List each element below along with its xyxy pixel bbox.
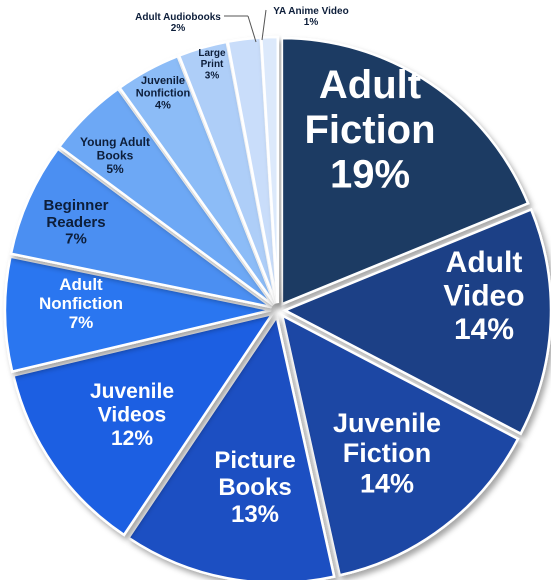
slice-name-line: Books	[97, 148, 134, 162]
slice-label-juvenile-nonfiction: Juvenile Nonfiction 4%	[136, 75, 191, 112]
slice-name-line: Beginner	[43, 197, 108, 214]
slice-name-line: Adult	[59, 275, 103, 294]
pie-slice-beginner-readers	[9, 147, 273, 309]
pie-slice-adult-fiction	[280, 36, 530, 307]
pie-slice-ya-anime-video	[259, 35, 280, 304]
slice-percent: 13%	[231, 501, 279, 528]
slice-label-adult-audiobooks: Adult Audiobooks 2%	[135, 12, 221, 34]
slice-label-juvenile-fiction: Juvenile Fiction 14%	[333, 408, 441, 498]
slices-layer	[3, 35, 551, 580]
slice-name-line: Fiction	[304, 108, 435, 152]
slice-name-line: Video	[443, 280, 524, 313]
slice-name-line: Nonfiction	[136, 87, 191, 99]
slice-label-picture-books: Picture Books 13%	[214, 447, 295, 528]
slice-label-adult-video: Adult Video 14%	[443, 246, 524, 346]
pie-slice-adult-nonfiction	[3, 255, 272, 374]
slice-name-line: Juvenile	[333, 408, 441, 438]
slice-name-line: Nonfiction	[39, 294, 123, 313]
slice-name-line: Print	[201, 59, 224, 70]
slice-name-line: Young Adult	[80, 135, 150, 149]
pie-slice-young-adult-books	[57, 87, 275, 307]
labels-layer: Adult Fiction 19%Adult Video 14%Juvenile Fict…	[39, 6, 525, 528]
slice-label-adult-fiction: Adult Fiction 19%	[304, 63, 435, 197]
slice-name-line: Videos	[98, 404, 166, 427]
slice-label-ya-anime-video: YA Anime Video 1%	[273, 6, 348, 28]
leader-line-adult-audiobooks-2	[247, 15, 257, 43]
slice-name-line: Fiction	[343, 438, 432, 468]
leader-line-ya-anime-video	[261, 9, 267, 41]
slice-name-line: Juvenile	[141, 75, 185, 87]
slice-percent: 4%	[155, 100, 171, 112]
slice-label-large-print: Large Print 3%	[198, 48, 226, 81]
slice-percent: 14%	[360, 468, 414, 498]
slice-percent: 2%	[171, 23, 186, 34]
slice-percent: 1%	[304, 17, 319, 28]
slice-label-adult-nonfiction: Adult Nonfiction 7%	[39, 275, 123, 332]
slice-percent: 7%	[69, 313, 94, 332]
slice-percent: 12%	[111, 427, 153, 450]
slice-percent: 5%	[106, 162, 124, 176]
slice-name-line: Readers	[46, 214, 105, 231]
pie-slice-juvenile-nonfiction	[117, 54, 276, 305]
slice-name-line: Large	[198, 48, 226, 59]
slice-label-young-adult-books: Young Adult Books 5%	[80, 135, 150, 176]
pie-slice-juvenile-fiction	[280, 313, 520, 577]
slice-name-line: YA Anime Video	[273, 6, 348, 17]
slice-name-line: Adult Audiobooks	[135, 12, 221, 23]
slice-label-beginner-readers: Beginner Readers 7%	[43, 197, 108, 248]
pie-slice-juvenile-videos	[11, 312, 276, 537]
slice-name-line: Books	[218, 474, 291, 501]
slice-name-line: Picture	[214, 447, 295, 474]
slice-percent: 3%	[205, 70, 220, 81]
slice-label-juvenile-videos: Juvenile Videos 12%	[90, 380, 174, 450]
slice-name-line: Adult	[319, 63, 421, 107]
slice-percent: 7%	[65, 231, 87, 248]
slice-name-line: Adult	[446, 246, 523, 279]
slice-percent: 19%	[330, 153, 410, 197]
slice-percent: 14%	[454, 313, 514, 346]
slice-name-line: Juvenile	[90, 380, 174, 403]
